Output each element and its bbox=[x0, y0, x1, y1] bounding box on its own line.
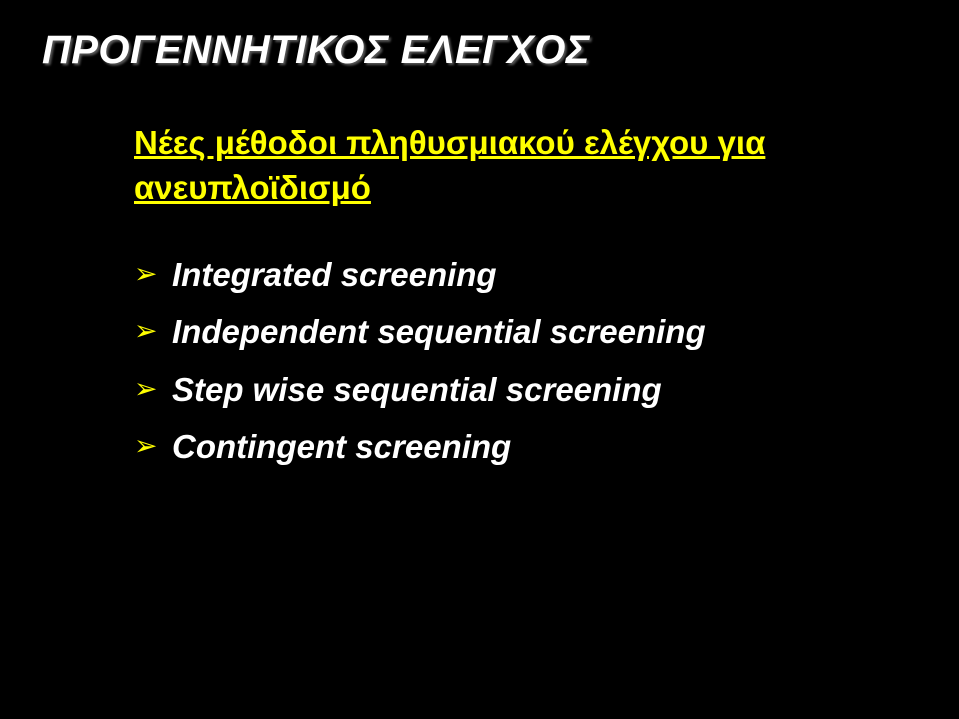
list-item: ➢ Independent sequential screening bbox=[134, 311, 917, 352]
bullet-text: Step wise sequential screening bbox=[172, 369, 662, 410]
bullet-marker-icon: ➢ bbox=[134, 426, 172, 466]
bullet-text: Contingent screening bbox=[172, 426, 511, 467]
list-item: ➢ Integrated screening bbox=[134, 254, 917, 295]
subtitle-line-2: ανευπλοϊδισμό bbox=[134, 169, 371, 206]
list-item: ➢ Contingent screening bbox=[134, 426, 917, 467]
bullet-text: Independent sequential screening bbox=[172, 311, 706, 352]
bullet-marker-icon: ➢ bbox=[134, 369, 172, 409]
bullet-marker-icon: ➢ bbox=[134, 254, 172, 294]
bullet-list: ➢ Integrated screening ➢ Independent seq… bbox=[134, 254, 917, 467]
bullet-text: Integrated screening bbox=[172, 254, 497, 295]
list-item: ➢ Step wise sequential screening bbox=[134, 369, 917, 410]
slide-subtitle: Νέες μέθοδοι πληθυσμιακού ελέγχου για αν… bbox=[134, 121, 917, 210]
slide-title: ΠΡΟΓΕΝΝΗΤΙΚΟΣ ΕΛΕΓΧΟΣ bbox=[42, 28, 917, 73]
bullet-marker-icon: ➢ bbox=[134, 311, 172, 351]
subtitle-line-1: Νέες μέθοδοι πληθυσμιακού ελέγχου για bbox=[134, 124, 765, 161]
